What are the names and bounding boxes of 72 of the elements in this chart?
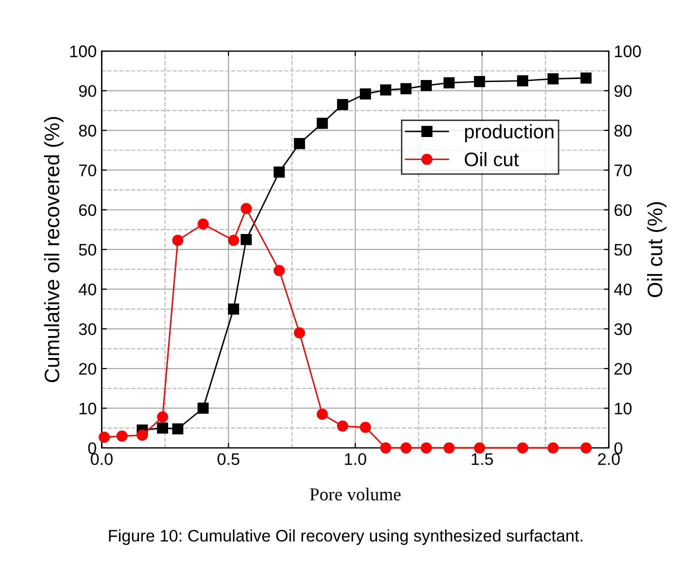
point <box>198 402 209 414</box>
y2-tick-label: 60 <box>614 204 632 216</box>
point <box>337 99 348 110</box>
point <box>240 203 252 214</box>
point <box>380 442 392 454</box>
caption: Figure 10: Cumulative Oil recovery using synthesized surfactant. <box>109 529 582 545</box>
point <box>337 420 348 432</box>
point <box>580 442 592 454</box>
legend-label: Oil cut <box>464 152 519 166</box>
point <box>157 411 168 423</box>
y-tick-label: 30 <box>78 323 96 336</box>
point <box>172 423 184 434</box>
point <box>294 138 306 150</box>
y-tick-label: 40 <box>78 284 96 296</box>
y-tick-label: 80 <box>79 124 96 137</box>
point <box>136 430 148 441</box>
point <box>316 408 328 420</box>
point <box>274 264 285 276</box>
x-tick-label: 0.5 <box>218 453 240 466</box>
point <box>517 75 528 86</box>
point <box>474 76 486 88</box>
point <box>580 72 592 84</box>
y2-tick-label: 20 <box>614 362 632 375</box>
point <box>380 84 392 96</box>
point <box>228 234 240 246</box>
point <box>400 83 412 94</box>
y2-tick-label: 100 <box>614 45 641 58</box>
y2-tick-label: 90 <box>614 85 632 97</box>
point <box>228 303 240 315</box>
y2-tick-label: 10 <box>614 402 632 414</box>
point <box>98 432 110 443</box>
point <box>444 442 455 454</box>
y-tick-label: 50 <box>78 244 96 256</box>
point <box>420 80 432 92</box>
point <box>360 422 371 433</box>
point <box>116 430 128 442</box>
y-tick-label: 20 <box>79 362 96 375</box>
point <box>444 77 455 88</box>
x-axis-title: Pore volume <box>310 488 401 500</box>
x-tick-label: 1.5 <box>472 453 493 466</box>
y-axis-title: Cumulative oil recovered (%) <box>44 117 64 382</box>
point <box>274 166 285 178</box>
x-tick-label: 2.0 <box>598 453 620 466</box>
point <box>517 442 528 454</box>
y2-tick-label: 40 <box>614 284 632 296</box>
y-tick-label: 100 <box>70 45 96 58</box>
y2-tick-label: 70 <box>614 164 632 176</box>
y2-axis-title: Oil cut (%) <box>647 202 666 298</box>
y-tick-label: 90 <box>79 85 96 97</box>
x-tick-label: 1.0 <box>344 453 366 466</box>
point <box>360 88 371 100</box>
y2-tick-label: 30 <box>614 323 632 336</box>
y-tick-label: 0 <box>88 442 96 454</box>
point <box>157 422 168 434</box>
point <box>548 442 559 454</box>
y-tick-label: 10 <box>80 402 96 414</box>
point <box>316 118 328 129</box>
y-tick-label: 70 <box>79 164 96 176</box>
y2-tick-label: 0 <box>614 442 622 454</box>
y2-tick-label: 80 <box>614 124 632 137</box>
point <box>548 73 559 84</box>
point <box>400 442 412 454</box>
y2-tick-label: 50 <box>614 244 632 256</box>
y-tick-label: 60 <box>79 204 96 216</box>
point <box>420 442 432 454</box>
x-tick-label: 0.0 <box>90 453 113 466</box>
point <box>240 234 252 246</box>
legend-label: production <box>465 124 554 142</box>
point <box>474 442 486 454</box>
point <box>172 234 184 246</box>
point <box>198 218 209 230</box>
point <box>294 327 306 338</box>
